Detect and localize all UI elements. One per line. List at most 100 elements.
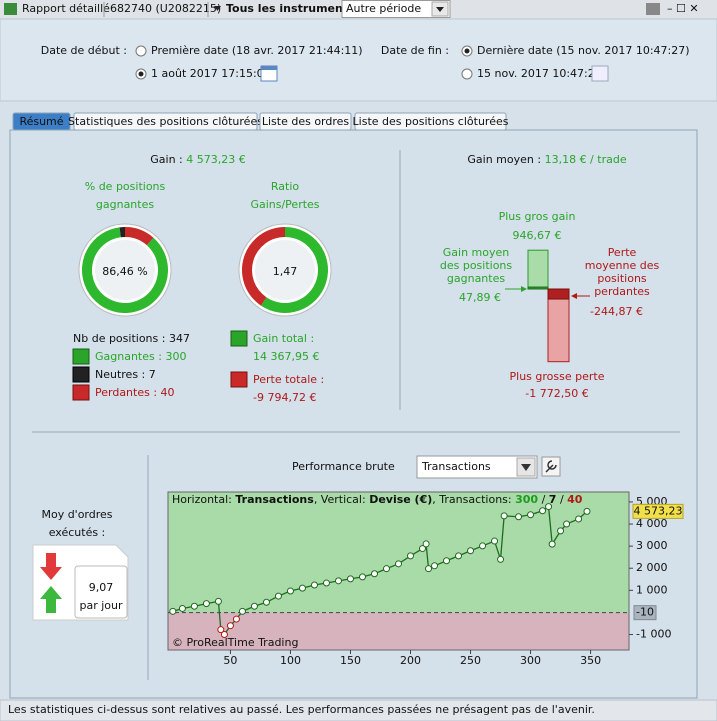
end-option: 15 nov. 2017 10:47:27 [477, 67, 602, 80]
trade-marker [557, 527, 565, 535]
donut-arc [119, 227, 125, 238]
winning-label: Gagnantes : [95, 350, 162, 363]
trade-marker [169, 607, 177, 615]
donut-arc [241, 227, 285, 306]
radio[interactable] [461, 68, 473, 80]
trade-marker [346, 575, 354, 583]
trade-marker [322, 579, 330, 587]
window-controls[interactable]: – ☐ ✕ [667, 2, 699, 15]
period-select[interactable] [341, 0, 451, 18]
print-icon[interactable] [646, 3, 660, 15]
performance-title: Performance brute [292, 460, 395, 473]
total-gain-label: Gain total : [253, 332, 314, 345]
header-part: , Vertical: [314, 493, 369, 506]
chart-header: Horizontal: Transactions, Vertical: Devi… [172, 493, 583, 506]
trade-marker [220, 631, 228, 639]
avg-gain-label: Gain moyen [443, 246, 510, 259]
tab-label: Statistiques des positions clôturées [68, 115, 263, 128]
dropdown-arrow [521, 464, 531, 471]
plot-frame [167, 491, 630, 651]
plot-area-negative [168, 612, 629, 650]
trade-marker [575, 515, 583, 523]
report-icon [4, 3, 17, 15]
trade-marker [286, 587, 294, 595]
orders-title: exécutés : [49, 526, 106, 539]
trade-marker [425, 565, 433, 573]
trade-marker [395, 560, 402, 568]
mode-select[interactable] [416, 455, 538, 479]
trade-marker [232, 615, 240, 623]
ratio-value: 1,47 [273, 265, 298, 278]
orders-unit: par jour [79, 599, 123, 612]
trade-marker [202, 600, 210, 608]
header-part: / [538, 493, 549, 506]
trade-marker [431, 562, 439, 570]
orders-box [74, 565, 128, 619]
pointer-head [571, 293, 577, 299]
neutral-value: 7 [149, 368, 156, 381]
trade-marker [497, 555, 505, 563]
up-arrow [40, 586, 62, 613]
trade-marker [214, 597, 222, 605]
avg-loss-value: -244,87 € [590, 305, 643, 318]
trade-marker [527, 511, 535, 519]
donut-center [93, 238, 157, 302]
last-value-tag [632, 503, 684, 519]
positions: Nb de positions : 347 [73, 332, 190, 345]
avg-gain-label: gagnantes [447, 272, 505, 285]
tab[interactable] [259, 112, 352, 131]
x-tick-label: 250 [460, 654, 481, 667]
calendar-top [261, 66, 277, 70]
trade-marker [491, 537, 499, 545]
trade-marker [217, 626, 225, 634]
avg-loss-label: perdantes [594, 285, 650, 298]
trade-marker [250, 602, 258, 610]
account[interactable]: 682740 (U2082215) [110, 2, 221, 15]
radio[interactable] [135, 45, 147, 57]
donut-arc [125, 227, 154, 246]
instruments[interactable]: Tous les instruments [226, 2, 355, 15]
neutral: Neutres : 7 [95, 368, 156, 381]
legend-swatch [72, 384, 90, 401]
trade-marker [455, 552, 463, 560]
trade-marker [467, 547, 475, 555]
header-part: , Transactions: [432, 493, 515, 506]
trade-marker [238, 607, 246, 615]
header-part: / [556, 493, 567, 506]
header-part: 40 [567, 493, 583, 506]
x-tick-label: 100 [280, 654, 301, 667]
orders-value: 9,07 [89, 581, 114, 594]
y-tick-label: -1 000 [636, 628, 671, 641]
ratio-title: Gains/Pertes [250, 198, 319, 211]
header-part: Devise (€) [369, 493, 432, 506]
wrench-icon [545, 460, 557, 473]
dropdown-arrow [214, 6, 221, 11]
avg-bar [547, 288, 570, 363]
total-loss-label: Perte totale : [253, 373, 324, 386]
last-value-label: 4 573,23 [634, 504, 683, 517]
win-title: gagnantes [96, 198, 154, 211]
trade-marker [515, 513, 523, 521]
calendar-icon[interactable] [591, 65, 609, 82]
legend-swatch [230, 371, 248, 388]
avg-gain-label: des positions [440, 259, 513, 272]
tab[interactable] [354, 112, 507, 131]
trade-marker [370, 570, 378, 578]
y-tick-label: 1 000 [636, 583, 668, 596]
trade-marker [382, 565, 390, 573]
max-gain: 946,67 € [513, 229, 562, 242]
max-loss: -1 772,50 € [525, 387, 588, 400]
pointer-head [521, 286, 527, 292]
header-part: Transactions [235, 493, 314, 506]
y-tick-label: 3 000 [636, 539, 668, 552]
trade-marker [539, 507, 547, 515]
tab[interactable] [73, 112, 258, 131]
down-arrow [40, 553, 62, 580]
y-tick-label: 4 000 [636, 517, 668, 530]
tab[interactable] [12, 112, 71, 131]
avg-bar [547, 288, 570, 300]
report-title: Rapport détaillé [22, 2, 110, 15]
max-gain-label: Plus gros gain [499, 210, 576, 223]
status-bar [0, 699, 717, 721]
footer-note: Les statistiques ci-dessus sont relative… [8, 703, 595, 716]
